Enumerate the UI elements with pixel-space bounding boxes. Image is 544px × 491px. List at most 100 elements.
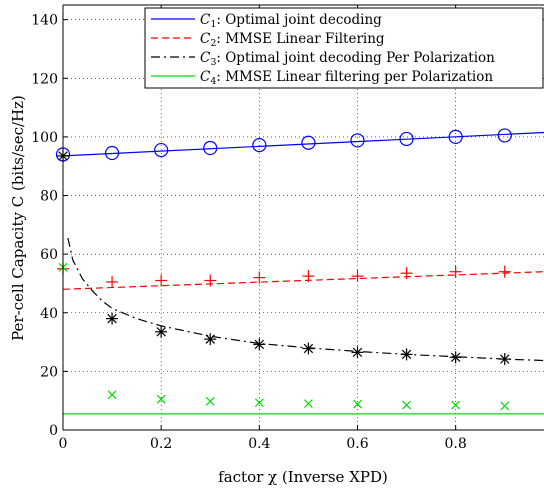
series-markers <box>55 128 512 411</box>
marker-cross-b <box>451 400 461 410</box>
y-tick-label: 100 <box>31 130 58 146</box>
legend-entry-c3: C3: Optimal joint decoding Per Polarizat… <box>200 50 495 68</box>
data-point-c1 <box>154 142 169 158</box>
marker-circle <box>154 142 169 158</box>
marker-circle <box>252 138 267 153</box>
series-line-c2 <box>62 271 544 290</box>
marker-circle <box>448 129 463 144</box>
legend-entry-c2: C2: MMSE Linear Filtering <box>200 31 385 49</box>
data-point-c1 <box>448 129 463 144</box>
marker-cross-b <box>254 398 264 408</box>
y-tick-label: 20 <box>40 364 58 380</box>
marker-ast-d2 <box>352 347 363 358</box>
marker-cross-b <box>205 396 215 406</box>
series-line-c1 <box>62 131 544 157</box>
legend-subscript: 3 <box>210 57 216 68</box>
data-point-c3 <box>155 325 168 338</box>
data-point-c2 <box>253 271 266 284</box>
data-point-c3 <box>106 312 119 325</box>
data-point-c4 <box>156 394 166 404</box>
data-point-c2 <box>351 270 364 283</box>
legend-desc: : MMSE Linear Filtering <box>216 31 385 47</box>
marker-ast-d2 <box>401 349 412 360</box>
legend-var: C <box>200 50 211 66</box>
marker-circle <box>104 145 120 161</box>
data-point-c2 <box>400 267 413 280</box>
marker-ast-d2 <box>107 313 117 324</box>
data-point-c3 <box>253 338 266 351</box>
data-point-c2 <box>449 265 462 278</box>
data-point-c1 <box>350 133 365 148</box>
data-point-c1 <box>399 131 414 147</box>
series-lines <box>62 131 544 415</box>
marker-circle <box>350 133 365 148</box>
data-point-c2 <box>155 274 168 287</box>
data-point-c2 <box>204 274 217 287</box>
data-point-c1 <box>252 138 267 153</box>
legend-var: C <box>200 12 211 28</box>
data-point-c4 <box>500 401 510 411</box>
legend-var: C <box>200 69 211 85</box>
data-point-c4 <box>303 399 313 409</box>
data-point-c1 <box>104 145 120 161</box>
legend-box <box>144 7 544 89</box>
data-point-c1 <box>203 140 218 156</box>
y-tick-label: 120 <box>31 71 58 87</box>
marker-cross-b <box>107 390 117 400</box>
series-line-c3 <box>67 237 544 362</box>
legend-desc: : Optimal joint decoding Per Polarizatio… <box>216 50 495 66</box>
data-point-c3 <box>400 348 413 361</box>
data-point-c3 <box>204 333 217 346</box>
legend-subscript: 2 <box>210 38 216 49</box>
legend-desc: : MMSE Linear filtering per Polarization <box>216 69 493 85</box>
marker-circle <box>203 140 218 156</box>
x-tick-label: 0 <box>59 436 68 452</box>
x-tick-label: 0.2 <box>150 436 172 452</box>
legend-subscript: 1 <box>210 19 216 30</box>
data-point-c4 <box>353 399 362 409</box>
data-point-c4 <box>254 398 264 408</box>
marker-cross-b <box>303 399 313 409</box>
marker-cross-b <box>402 400 411 410</box>
legend-entry-c4: C4: MMSE Linear filtering per Polarizati… <box>200 69 493 87</box>
axes <box>62 4 544 431</box>
x-axis-label: factor χ (Inverse XPD) <box>218 468 388 486</box>
marker-circle <box>497 128 512 143</box>
data-point-c4 <box>451 400 461 410</box>
marker-cross-b <box>353 399 362 409</box>
y-tick-label: 0 <box>49 423 58 439</box>
data-point-c1 <box>301 135 316 150</box>
marker-ast-d2 <box>156 327 166 337</box>
data-point-c3 <box>302 342 315 355</box>
x-tick-label: 0.8 <box>445 436 467 452</box>
y-axis-label: Per-cell Capacity C (bits/sec/Hz) <box>9 95 27 341</box>
data-point-c4 <box>107 390 117 400</box>
legend-desc: : Optimal joint decoding <box>216 12 382 28</box>
y-tick-label: 60 <box>40 247 58 263</box>
tick-labels: 0 0.2 0.4 0.6 0.8 0 20 40 60 80 100 120 140 <box>31 13 467 452</box>
marker-ast-d2 <box>303 343 314 354</box>
legend-subscript: 4 <box>210 76 216 87</box>
data-point-c3 <box>449 351 462 364</box>
data-point-c3 <box>351 346 364 359</box>
data-point-c2 <box>302 270 315 283</box>
y-tick-label: 40 <box>40 306 58 322</box>
marker-ast-d2 <box>205 334 215 344</box>
y-tick-label: 140 <box>31 13 58 29</box>
y-tick-label: 80 <box>40 189 58 205</box>
marker-ast-d2 <box>450 352 461 363</box>
legend-var: C <box>200 31 211 47</box>
legend-entry-c1: C1: Optimal joint decoding <box>200 12 382 30</box>
x-tick-label: 0.6 <box>346 436 368 452</box>
x-tick-label: 0.4 <box>248 436 270 452</box>
marker-cross-b <box>156 394 166 404</box>
data-point-c2 <box>498 265 511 278</box>
data-point-c4 <box>402 400 411 410</box>
data-point-c3 <box>498 353 511 366</box>
data-point-c2 <box>106 275 119 288</box>
marker-ast-d2 <box>500 354 510 364</box>
marker-circle <box>399 131 414 147</box>
marker-circle <box>301 135 316 150</box>
